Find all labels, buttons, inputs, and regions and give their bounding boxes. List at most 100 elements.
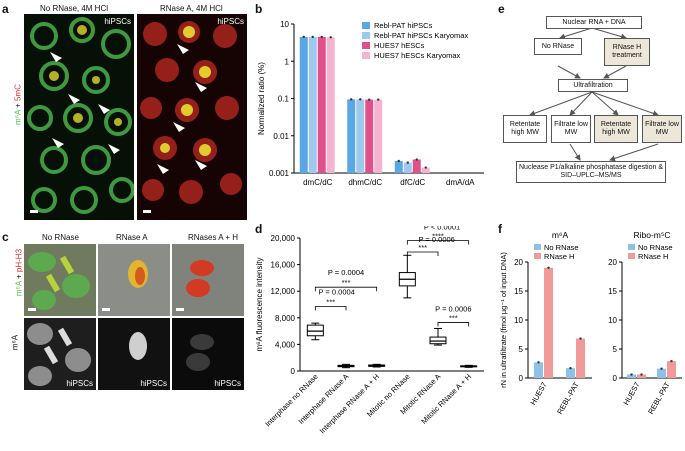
b-bar-dot: [302, 35, 305, 39]
d-p-value: P = 0.0006: [418, 235, 454, 244]
b-x-tick-label: dhmC/dC: [348, 178, 382, 187]
d-stars: ***: [449, 313, 458, 322]
f-x-tick-label: HUES7: [621, 381, 641, 407]
flow-retentate-2: Retentate high MW: [594, 115, 638, 143]
f-bar-dot: [660, 367, 663, 370]
chart-d: 0 4,000 8,000 12,000 16,000 20,000 m⁶A fluores…: [255, 226, 484, 435]
b-y-tick-label: 10: [280, 20, 289, 29]
b-legend-label: Rebl-PAT hiPSCs: [374, 21, 433, 30]
f-bar: [667, 361, 676, 378]
micrograph-c-rnase-ah-m6a: hiPSCs: [172, 318, 244, 390]
b-bar: [347, 99, 356, 173]
f-y-tick-label: 10: [608, 316, 617, 325]
flow-ultrafiltration: Ultrafiltration: [558, 79, 628, 92]
f-legend-swatch: [534, 253, 541, 259]
f-bar: [544, 267, 553, 378]
d-box: [306, 324, 324, 337]
f-legend-swatch: [628, 244, 635, 250]
f-y-tick-label: 20: [514, 258, 523, 267]
flow-filtrate-1: Filtrate low MW: [551, 115, 591, 143]
f-legend-label: No RNase: [544, 243, 579, 252]
b-x-tick-label: dmA/dA: [446, 178, 475, 187]
b-bar-dot: [368, 98, 371, 101]
f-bar: [534, 362, 543, 378]
flow-rnase-h-treatment: RNase H treatment: [604, 38, 650, 66]
d-y-tick-label: 4,000: [275, 340, 296, 349]
b-bar: [356, 99, 365, 173]
d-stars: ***: [418, 243, 427, 252]
b-bar: [374, 99, 383, 173]
f-legend-label: RNase H: [638, 252, 668, 261]
b-bar-dot: [311, 35, 314, 39]
b-bar: [394, 160, 403, 173]
flow-no-rnase: No RNase: [534, 38, 582, 55]
f-bar-dot: [569, 366, 572, 370]
f-x-tick-label: REBL-PAT: [646, 380, 672, 416]
micrograph-c-rnase-a-m6a: hiPSCs: [98, 318, 170, 390]
f-x-tick-label: REBL-PAT: [555, 380, 581, 416]
d-box: [429, 336, 447, 345]
micrograph-c-rnase-a-merge: [98, 244, 170, 316]
b-bar-dot: [415, 158, 418, 161]
f-legend-label: No RNase: [638, 243, 673, 252]
f-bar-dot: [670, 359, 673, 363]
flow-filtrate-2: Filtrate low MW: [642, 115, 682, 143]
f-bar-dot: [579, 337, 582, 340]
flow-nuclear-rna-dna: Nuclear RNA + DNA: [546, 16, 642, 29]
panel-a-ylabel: m⁶A + 5mC: [13, 84, 23, 125]
f-y-tick-label: 20: [608, 258, 617, 267]
b-legend-label: HUES7 hESCs Karyomax: [374, 51, 461, 60]
b-bar: [326, 37, 335, 173]
panel-d-label: d: [255, 222, 263, 236]
chart-f: rN in ultrafiltrate (fmol µg⁻¹ of input …: [499, 230, 682, 416]
panel-e-label: e: [498, 2, 505, 16]
d-y-tick-label: 8,000: [275, 314, 296, 323]
f-y-tick-label: 5: [613, 345, 618, 354]
f-bar: [566, 368, 575, 378]
panel-c-ylabel-top: m⁶A + pH-H3: [14, 248, 24, 297]
b-x-tick-label: dfC/dC: [400, 178, 425, 187]
b-bar-dot: [424, 166, 427, 169]
panel-e-arrows: [529, 27, 659, 162]
panel-c-caption-1: No RNase: [42, 233, 79, 242]
f-bar: [657, 368, 666, 378]
b-y-tick-label: 0.001: [269, 169, 290, 178]
panel-c-cell-tag-3: hiPSCs: [214, 379, 241, 388]
panel-c-caption-3: RNases A + H: [188, 233, 239, 242]
panel-c-ylabel-bottom: m⁶A: [10, 334, 20, 351]
f-subplot-title: m⁶A: [552, 230, 569, 240]
panel-a-caption-right: RNase A, 4M HCl: [160, 4, 223, 13]
b-bar: [412, 159, 421, 173]
b-bar: [403, 162, 412, 173]
b-bar-dot: [397, 159, 400, 163]
d-bracket: [314, 306, 347, 311]
b-bar-dot: [320, 35, 323, 39]
b-bar: [317, 36, 326, 173]
micrograph-c-rnase-ah-merge: [172, 244, 244, 316]
d-stars: ***: [342, 278, 351, 287]
d-y-axis-label: m⁶A fluorescence intensity: [255, 257, 264, 351]
d-p-value: P = 0.0004: [318, 287, 354, 296]
panel-c-cell-tag-2: hiPSCs: [140, 379, 167, 388]
f-bar: [637, 374, 646, 378]
f-y-tick-label: 0: [519, 374, 524, 383]
d-bracket: [406, 251, 439, 256]
micrograph-c-no-rnase-m6a: hiPSCs: [24, 318, 96, 390]
micrograph-rnase-a-hcl: hiPSCs: [137, 14, 247, 220]
b-bar: [308, 36, 317, 173]
b-legend-swatch: [362, 32, 370, 39]
d-p-value: P = 0.0006: [435, 304, 471, 313]
f-x-tick-label: HUES7: [528, 381, 548, 407]
f-legend-swatch: [534, 244, 541, 250]
b-x-tick-label: dmC/dC: [303, 178, 333, 187]
d-p-value: P < 0.0001: [424, 226, 460, 232]
f-y-tick-label: 10: [514, 316, 523, 325]
b-y-tick-label: 1: [285, 57, 290, 66]
b-legend-label: Rebl-PAT hiPSCs Karyomax: [374, 31, 468, 40]
b-legend-swatch: [362, 52, 370, 59]
b-bar: [299, 36, 308, 173]
f-y-tick-label: 15: [608, 287, 617, 296]
f-bar-dot: [547, 266, 550, 269]
b-legend-swatch: [362, 22, 370, 29]
d-bracket: [406, 240, 470, 245]
